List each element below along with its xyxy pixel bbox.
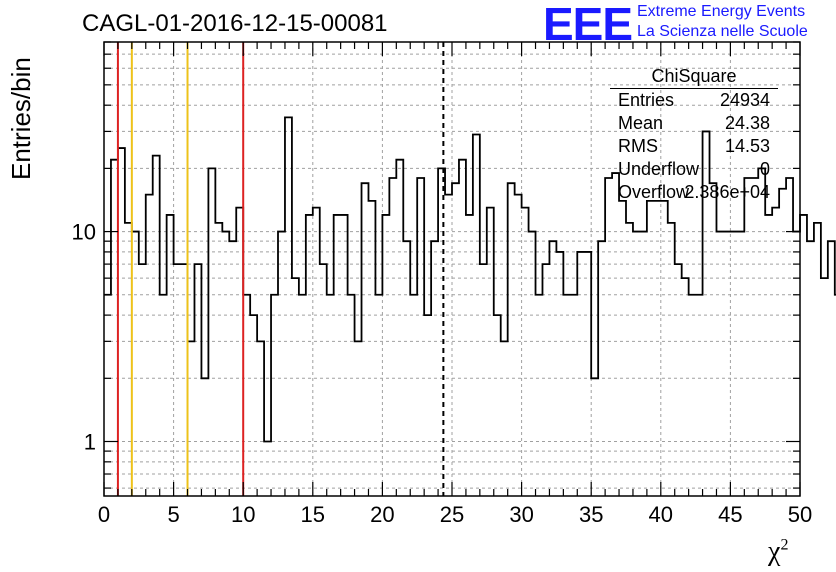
x-tick-label: 50 bbox=[788, 502, 812, 527]
axis-ticks bbox=[103, 41, 801, 496]
stats-row-rms: RMS 14.53 bbox=[610, 135, 778, 158]
x-tick-label: 5 bbox=[167, 502, 179, 527]
y-axis-label: Entries/bin bbox=[6, 57, 36, 180]
logo-caption: Extreme Energy Events La Scienza nelle S… bbox=[637, 2, 808, 42]
logo-line-2: La Scienza nelle Scuole bbox=[637, 23, 808, 40]
stats-name: ChiSquare bbox=[610, 66, 778, 89]
stats-value: 24.38 bbox=[724, 113, 770, 133]
stats-key: RMS bbox=[618, 136, 658, 156]
tick-labels: 0 5 10 15 20 25 30 35 40 45 50 1 10 bbox=[72, 220, 813, 527]
x-tick-label: 30 bbox=[509, 502, 533, 527]
stats-row-entries: Entries 24934 bbox=[610, 89, 778, 112]
x-tick-label: 25 bbox=[440, 502, 464, 527]
stats-value: 2.386e+04 bbox=[684, 182, 770, 202]
x-tick-label: 15 bbox=[301, 502, 325, 527]
x-tick-label: 0 bbox=[98, 502, 110, 527]
x-axis-label: χ2 bbox=[768, 536, 788, 568]
eee-logo: EEE bbox=[543, 0, 633, 50]
x-tick-label: 35 bbox=[579, 502, 603, 527]
stats-row-mean: Mean 24.38 bbox=[610, 112, 778, 135]
x-axis-label-sup: 2 bbox=[780, 536, 789, 554]
x-tick-label: 20 bbox=[370, 502, 394, 527]
x-tick-label: 40 bbox=[649, 502, 673, 527]
chart-title: CAGL-01-2016-12-15-00081 bbox=[82, 10, 388, 37]
stats-value: 24934 bbox=[719, 90, 770, 110]
stats-key: Underflow bbox=[618, 159, 700, 179]
stats-row-overflow: Overflow 2.386e+04 bbox=[610, 181, 778, 204]
y-tick-label: 1 bbox=[84, 429, 96, 454]
stats-key: Entries bbox=[618, 90, 675, 110]
x-tick-label: 10 bbox=[231, 502, 255, 527]
stats-key: Mean bbox=[618, 113, 664, 133]
stats-value: 0 bbox=[759, 159, 770, 179]
y-tick-label: 10 bbox=[72, 220, 96, 245]
stats-row-underflow: Underflow 0 bbox=[610, 158, 778, 181]
x-tick-label: 45 bbox=[718, 502, 742, 527]
stats-box: ChiSquare Entries 24934 Mean 24.38 RMS 14.5… bbox=[610, 66, 778, 204]
stats-key: Overflow bbox=[618, 182, 690, 202]
logo-line-1: Extreme Energy Events bbox=[637, 3, 806, 20]
x-axis-label-base: χ bbox=[768, 536, 781, 567]
stats-value: 14.53 bbox=[724, 136, 770, 156]
marker-lines bbox=[116, 42, 445, 496]
